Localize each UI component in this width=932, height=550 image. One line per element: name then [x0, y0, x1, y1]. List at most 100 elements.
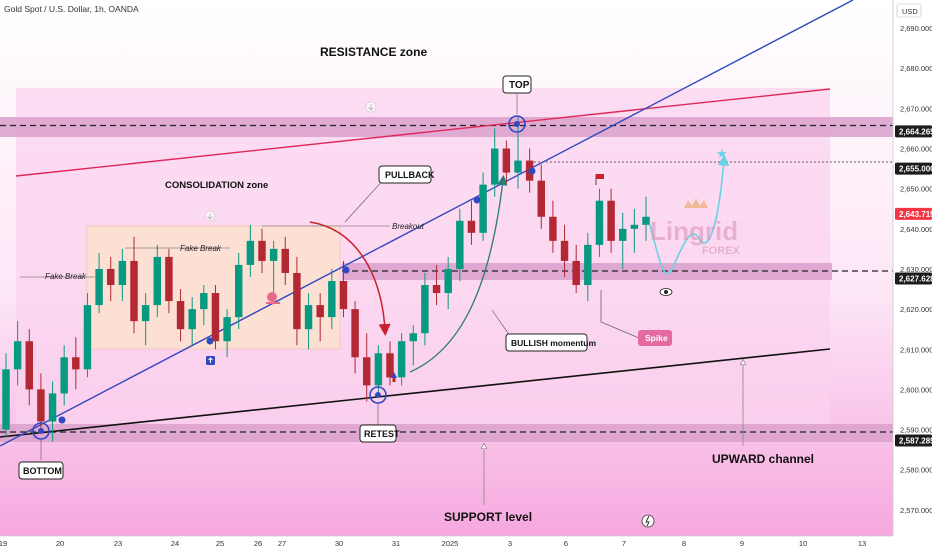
- candle: [479, 172, 487, 241]
- candle: [619, 212, 627, 269]
- time-axis-ticks: 19 20 23 24 25 26 27 30 31 2025 3 6 7 8 9 10 13: [0, 539, 866, 548]
- upward-channel-label: UPWARD channel: [712, 452, 814, 466]
- candle: [456, 208, 464, 281]
- projection-path: [649, 154, 730, 275]
- time-tick-label: 31: [392, 539, 400, 548]
- candle: [642, 196, 650, 241]
- candle: [386, 341, 394, 386]
- candle: [211, 285, 220, 350]
- pivot-dot: [473, 196, 481, 204]
- time-tick-label: 7: [622, 539, 626, 548]
- bullish-leader: [491, 309, 511, 337]
- candle: [246, 224, 255, 277]
- time-tick-label: 6: [564, 539, 568, 548]
- candle: [176, 289, 185, 342]
- candle: [572, 244, 580, 294]
- candle: [13, 321, 22, 386]
- price-tags: 2,664.265 2,655.000 2,643.715 2,627.628 2,58…: [895, 125, 932, 447]
- price-tick-label: 2,600.000: [900, 385, 932, 394]
- pullback-label: PULLBACK: [378, 165, 435, 184]
- svg-text:2,587.285: 2,587.285: [899, 436, 932, 445]
- price-tag: 2,664.265: [895, 125, 932, 138]
- price-tick-label: 2,660.000: [900, 145, 932, 154]
- candle: [153, 244, 161, 318]
- breakout-label: Breakout: [392, 222, 425, 231]
- projection-star: ★: [716, 146, 728, 161]
- candle: [514, 116, 522, 189]
- time-axis[interactable]: [0, 536, 932, 550]
- candle: [491, 128, 499, 197]
- fake-break-label-2: Fake Break: [180, 244, 222, 253]
- price-tick-label: 2,650.000: [900, 185, 932, 194]
- candles-layer: [2, 116, 650, 442]
- rocket-icon: [391, 372, 397, 382]
- watermark-line2: FOREX: [702, 245, 741, 257]
- candle: [630, 208, 639, 253]
- time-tick-label: 30: [335, 539, 343, 548]
- resistance-zone-label: RESISTANCE zone: [320, 45, 427, 59]
- arrow-up-square-icon: [206, 356, 215, 365]
- support-trendline: [0, 348, 831, 438]
- candle: [397, 333, 406, 386]
- svg-text:2,655.000: 2,655.000: [899, 165, 932, 174]
- arrow-down-circle-icon: [365, 101, 377, 113]
- watermark-line1: Lingrid: [650, 216, 738, 246]
- candle: [95, 252, 103, 314]
- pivot-dot: [528, 167, 536, 175]
- blue-trendline: [0, 0, 854, 447]
- candle: [165, 248, 173, 314]
- price-tick-label: 2,580.000: [900, 466, 932, 475]
- candle: [25, 329, 33, 406]
- time-tick-label: 13: [858, 539, 866, 548]
- candle: [200, 285, 208, 326]
- price-tick-label: 2,610.000: [900, 345, 932, 354]
- time-tick-label: 20: [56, 539, 64, 548]
- eye-icon: [659, 288, 673, 296]
- time-tick-label: 26: [254, 539, 262, 548]
- price-tag: 2,587.285: [895, 434, 932, 447]
- candle: [560, 224, 569, 277]
- time-tick-label: 19: [0, 539, 7, 548]
- candle: [607, 188, 615, 253]
- bottom-label: BOTTOM: [18, 461, 64, 480]
- top-label: TOP: [502, 75, 532, 94]
- candle: [432, 264, 441, 306]
- price-tick-label: 2,590.000: [900, 426, 932, 435]
- candle: [328, 268, 336, 330]
- time-tick-label: 8: [682, 539, 686, 548]
- resistance-zone-band: [0, 117, 893, 137]
- pullback-arrow: [309, 221, 391, 336]
- svg-text:Spike: Spike: [645, 333, 668, 343]
- lingrid-watermark: Lingrid FOREX: [650, 198, 741, 257]
- candle: [351, 301, 359, 374]
- retest-label: RETEST: [359, 424, 400, 443]
- price-tag: 2,643.715: [895, 207, 932, 220]
- candle: [374, 345, 383, 398]
- time-tick-label: 24: [171, 539, 179, 548]
- time-tick-label: 23: [114, 539, 122, 548]
- candle: [72, 337, 80, 390]
- pivot-dot: [206, 337, 214, 345]
- svg-text:BULLISH momentum: BULLISH momentum: [511, 338, 596, 348]
- pivot-dot: [375, 392, 381, 398]
- candle: [223, 309, 231, 358]
- candle: [141, 293, 150, 346]
- svg-text:TOP: TOP: [509, 80, 530, 91]
- resistance-trendline: [15, 88, 831, 177]
- candle: [363, 333, 371, 402]
- candle: [293, 256, 301, 346]
- price-axis-ticks: 2,570.000 2,580.000 2,590.000 2,600.000 2,61…: [900, 24, 932, 515]
- support-zone-band: [0, 424, 893, 442]
- candle: [595, 188, 604, 257]
- retest-marker: [369, 386, 387, 404]
- snail-icon: [266, 292, 280, 304]
- candle: [258, 228, 266, 273]
- price-tick-label: 2,680.000: [900, 64, 932, 73]
- svg-text:BOTTOM: BOTTOM: [23, 466, 62, 476]
- currency-badge[interactable]: USD: [896, 3, 922, 18]
- time-tick-label: 10: [799, 539, 807, 548]
- candle: [444, 256, 452, 310]
- svg-text:RETEST: RETEST: [364, 429, 400, 439]
